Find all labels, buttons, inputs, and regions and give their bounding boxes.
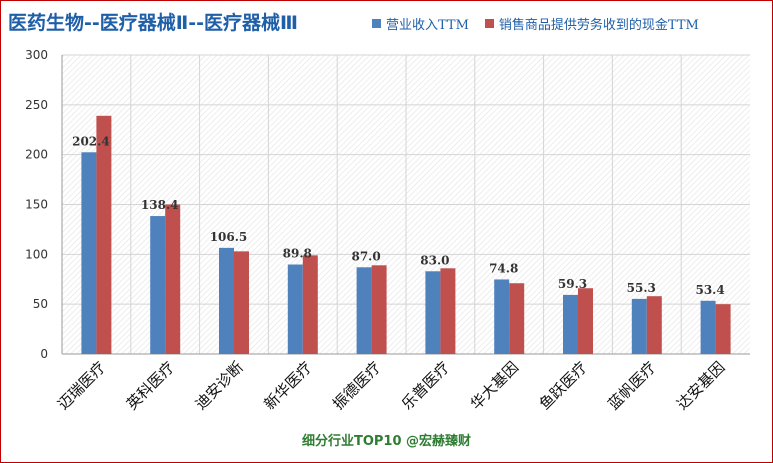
- data-label: 74.8: [489, 261, 518, 275]
- bar-cash: [646, 296, 662, 354]
- bar-revenue: [563, 294, 578, 354]
- data-label: 202.4: [72, 134, 110, 148]
- legend-swatch-cash: [484, 19, 494, 28]
- data-label: 106.5: [210, 230, 248, 244]
- y-tick-label: 100: [25, 247, 48, 261]
- legend-swatch-revenue: [372, 19, 381, 28]
- data-label: 89.8: [283, 246, 312, 260]
- bar-revenue: [150, 216, 166, 354]
- x-tick-label: 新华医疗: [260, 358, 315, 413]
- bar-revenue: [425, 271, 441, 354]
- bar-cash: [371, 265, 387, 354]
- y-tick-label: 200: [25, 148, 48, 162]
- bar-cash: [165, 204, 181, 354]
- x-tick-label: 鱼跃医疗: [536, 358, 591, 413]
- y-tick-label: 50: [33, 297, 48, 311]
- bar-cash: [96, 115, 112, 355]
- data-label: 138.4: [141, 198, 179, 212]
- chart-subtitle: 细分行业TOP10 @宏赫臻财: [301, 434, 472, 449]
- data-label: 59.3: [558, 277, 587, 291]
- chart-title: 医药生物--医疗器械Ⅱ--医疗器械Ⅲ: [8, 12, 299, 34]
- bar-revenue: [494, 279, 510, 354]
- x-tick-label: 乐普医疗: [398, 358, 453, 413]
- bar-revenue: [700, 300, 716, 354]
- data-label: 55.3: [627, 281, 656, 295]
- legend-label-revenue: 营业收入TTM: [386, 18, 469, 33]
- legend-label-cash: 销售商品提供劳务收到的现金TTM: [498, 18, 699, 33]
- bar-revenue: [287, 264, 303, 354]
- x-tick-label: 迈瑞医疗: [54, 358, 109, 413]
- bar-revenue: [631, 298, 647, 354]
- data-label: 53.4: [695, 283, 724, 297]
- x-tick-label: 振德医疗: [329, 358, 384, 413]
- bar-cash: [715, 304, 731, 354]
- x-tick-label: 英科医疗: [123, 358, 178, 413]
- x-tick-label: 达安基因: [673, 358, 728, 413]
- bar-revenue: [356, 267, 372, 354]
- y-tick-label: 300: [25, 48, 48, 62]
- legend-item-cash: 销售商品提供劳务收到的现金TTM: [484, 14, 699, 33]
- bar-cash: [578, 288, 593, 354]
- bar-cash: [440, 268, 456, 354]
- x-tick-label: 迪安诊断: [192, 358, 247, 413]
- legend-item-revenue: 营业收入TTM: [372, 14, 469, 33]
- y-tick-label: 150: [25, 198, 48, 212]
- y-tick-label: 250: [25, 98, 48, 112]
- bar-revenue: [219, 247, 234, 354]
- x-tick-label: 华大基因: [467, 358, 522, 413]
- bar-cash: [302, 255, 318, 354]
- bar-revenue: [81, 152, 97, 354]
- y-tick-label: 0: [40, 347, 48, 361]
- data-label: 83.0: [420, 253, 449, 267]
- x-tick-label: 蓝帆医疗: [604, 358, 659, 413]
- chart-legend: 营业收入TTM 销售商品提供劳务收到的现金TTM: [372, 14, 715, 33]
- bar-cash: [234, 251, 249, 354]
- bar-cash: [509, 283, 525, 354]
- data-label: 87.0: [351, 249, 380, 263]
